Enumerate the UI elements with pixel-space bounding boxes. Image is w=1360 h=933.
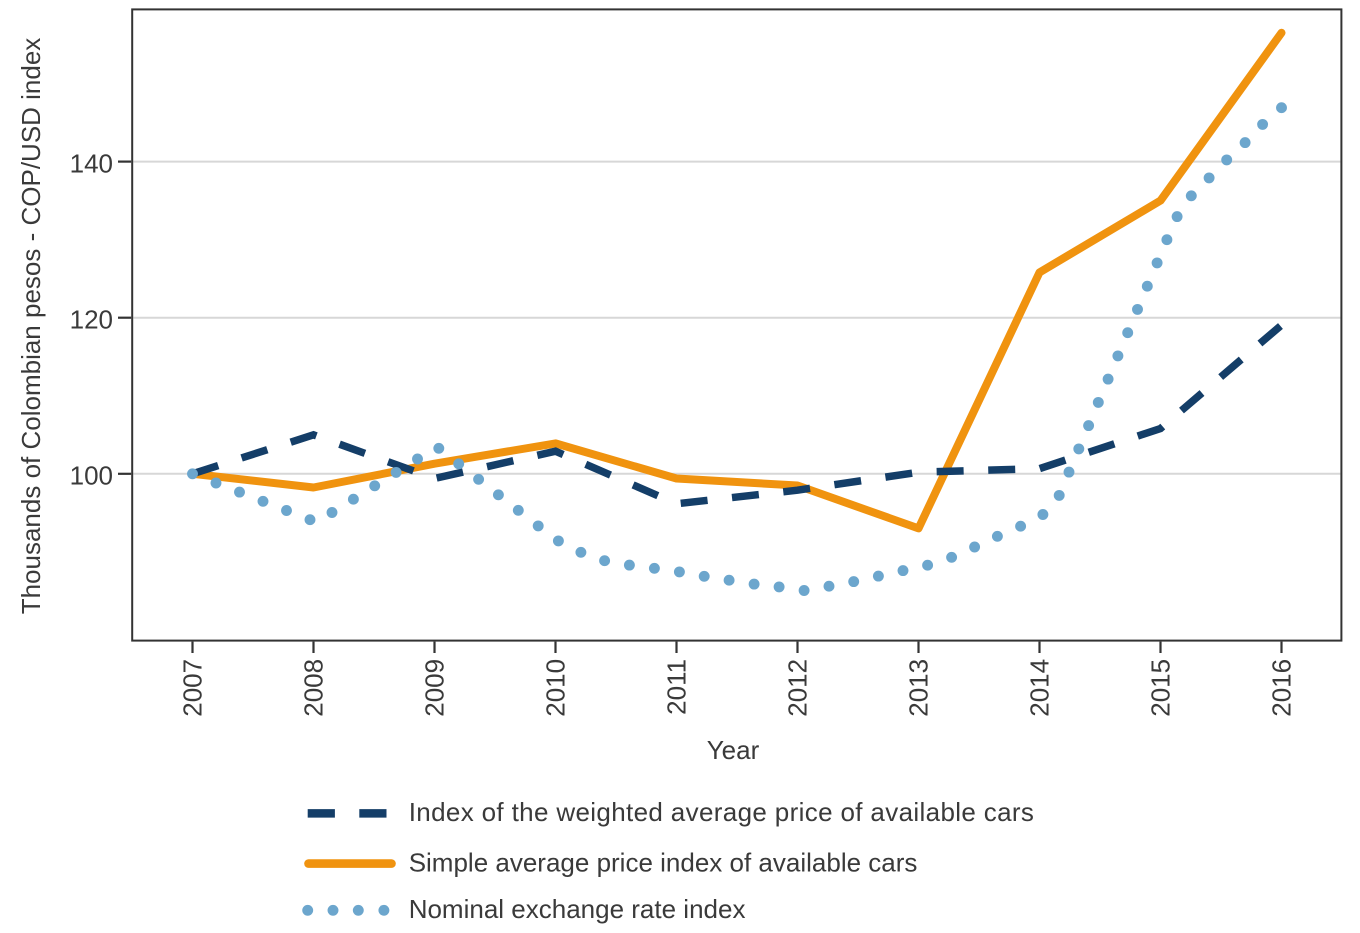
svg-text:Simple average price index of: Simple average price index of available … (409, 847, 918, 877)
svg-text:2012: 2012 (783, 659, 813, 717)
svg-text:2013: 2013 (904, 659, 934, 717)
svg-text:2016: 2016 (1267, 659, 1297, 717)
svg-text:100: 100 (70, 461, 113, 491)
svg-text:2009: 2009 (420, 659, 450, 717)
svg-text:Thousands of Colombian pesos -: Thousands of Colombian pesos - COP/USD i… (16, 38, 46, 615)
svg-text:2015: 2015 (1146, 659, 1176, 717)
svg-text:140: 140 (70, 148, 113, 178)
svg-text:2007: 2007 (178, 659, 208, 717)
svg-text:Year: Year (707, 735, 760, 765)
svg-text:2011: 2011 (662, 659, 692, 715)
svg-text:120: 120 (70, 304, 113, 334)
svg-text:2010: 2010 (541, 659, 571, 717)
svg-text:Index of the weighted average: Index of the weighted average price of a… (409, 797, 1035, 827)
svg-text:2014: 2014 (1025, 659, 1055, 717)
svg-text:2008: 2008 (299, 659, 329, 717)
svg-text:Nominal exchange rate index: Nominal exchange rate index (409, 894, 746, 924)
